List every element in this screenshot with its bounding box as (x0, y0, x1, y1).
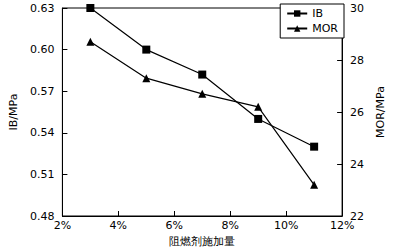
svg-text:26: 26 (350, 106, 364, 119)
svg-text:MOR/MPa: MOR/MPa (374, 86, 387, 138)
svg-text:0.60: 0.60 (30, 43, 55, 56)
svg-text:10%: 10% (274, 219, 298, 232)
svg-text:12%: 12% (330, 219, 354, 232)
svg-text:30: 30 (350, 2, 364, 15)
svg-text:2%: 2% (54, 219, 71, 232)
svg-text:24: 24 (350, 158, 364, 171)
svg-text:4%: 4% (110, 219, 127, 232)
svg-text:0.63: 0.63 (30, 2, 55, 15)
svg-text:阻燃剂施加量: 阻燃剂施加量 (169, 235, 235, 248)
svg-text:0.51: 0.51 (30, 168, 55, 181)
svg-text:6%: 6% (166, 219, 183, 232)
svg-text:0.48: 0.48 (30, 210, 55, 223)
svg-text:IB/MPa: IB/MPa (7, 94, 20, 131)
svg-text:8%: 8% (221, 219, 238, 232)
svg-text:MOR: MOR (312, 22, 338, 35)
svg-text:28: 28 (350, 54, 364, 67)
svg-text:22: 22 (350, 209, 365, 223)
svg-text:0.57: 0.57 (30, 85, 55, 98)
svg-text:IB: IB (312, 7, 323, 20)
svg-text:0.54: 0.54 (30, 126, 55, 139)
